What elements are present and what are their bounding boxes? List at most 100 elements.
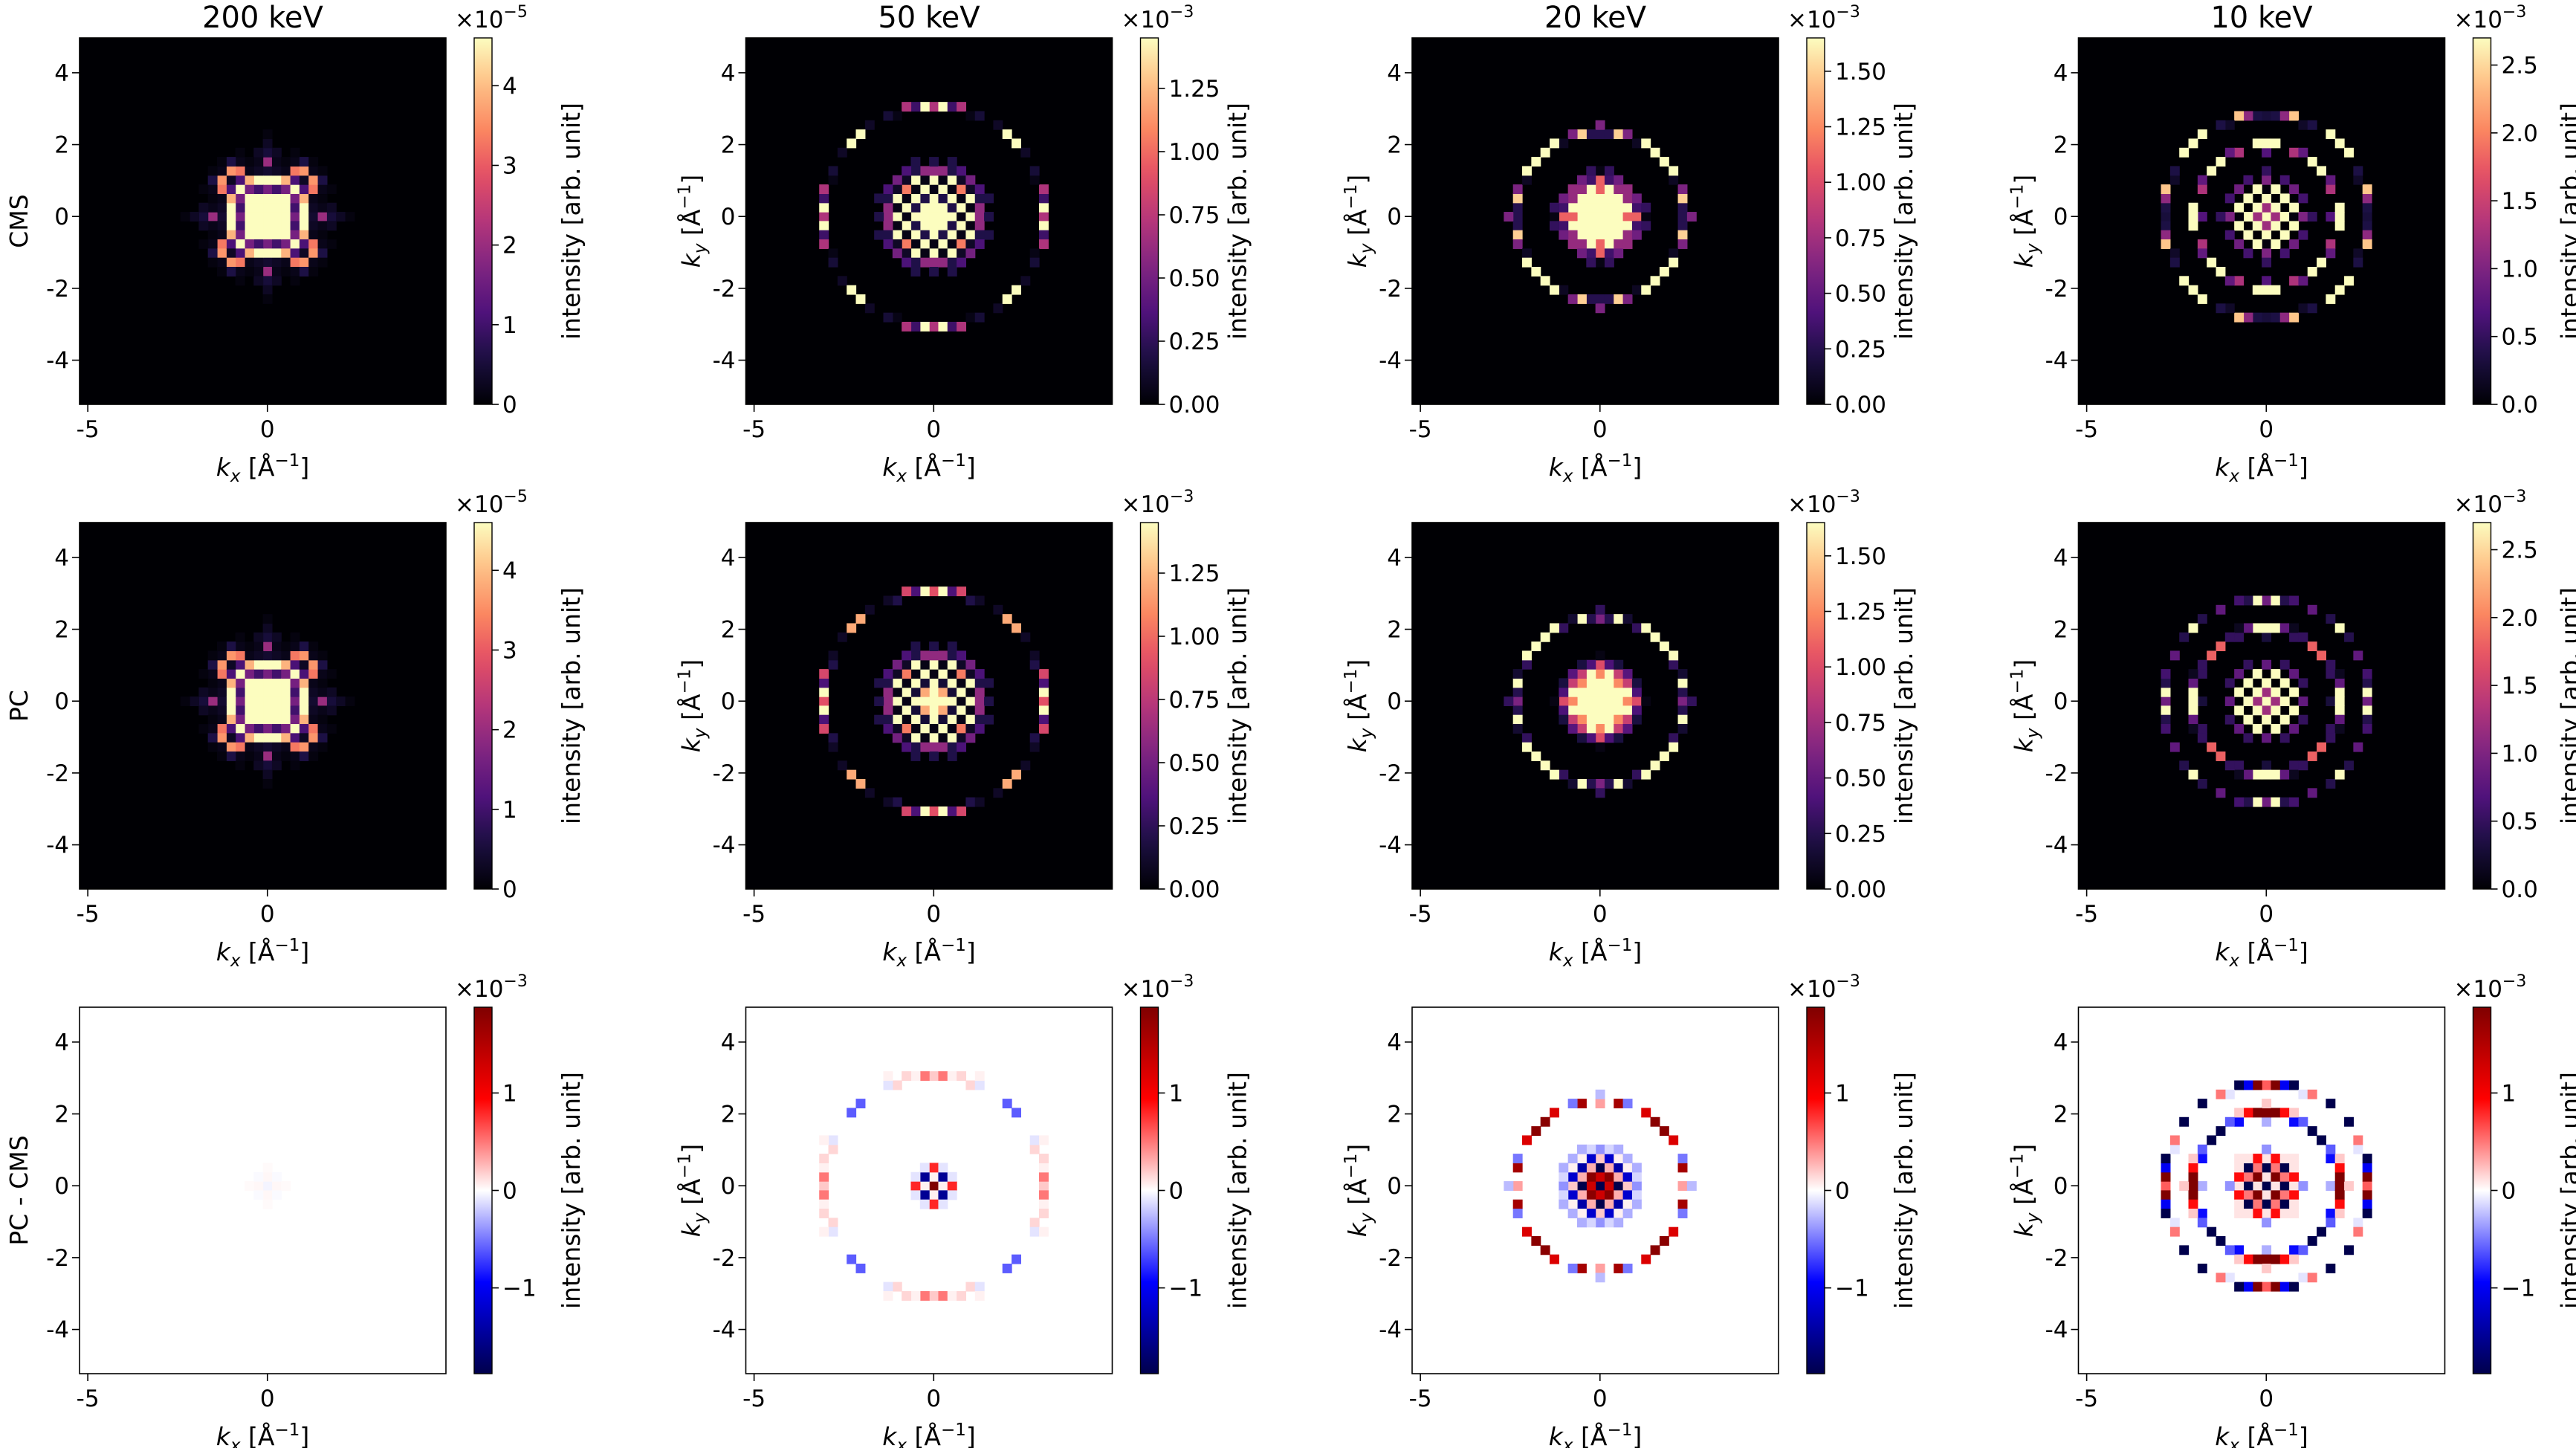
label-superscript: −1 — [274, 936, 300, 955]
heatmap-cell — [947, 678, 957, 688]
heatmap-cell — [217, 650, 227, 661]
heatmap-cell — [2279, 714, 2290, 725]
heatmap-cell — [947, 806, 957, 816]
heatmap-cell — [226, 659, 236, 670]
x-axis-label: kx [Å−1] — [882, 1420, 975, 1448]
heatmap-cell — [217, 230, 227, 240]
heatmap-cell — [1622, 184, 1633, 195]
heatmap-cell — [2252, 111, 2262, 121]
heatmap-cell — [2271, 1108, 2281, 1118]
colorbar-tick-label: 0.00 — [1835, 876, 1886, 903]
heatmap-cell — [1604, 1163, 1614, 1173]
label-close: ] — [966, 937, 976, 966]
heatmap-cell — [1559, 687, 1569, 697]
heatmap-cell — [1614, 705, 1624, 716]
heatmap-cell — [2271, 239, 2281, 249]
heatmap-cell — [2262, 595, 2272, 606]
colorbar — [1806, 37, 1825, 405]
heatmap-cell — [1522, 1135, 1532, 1145]
label-symbol: k — [677, 252, 706, 268]
y-tick-label: 0 — [1387, 688, 1402, 715]
heatmap-cell — [299, 659, 309, 670]
heatmap-cell — [947, 321, 957, 332]
heatmap-cell — [281, 650, 291, 661]
heatmap-cell — [974, 202, 985, 213]
heatmap-cell — [2252, 1171, 2262, 1182]
heatmap-cell — [892, 696, 902, 706]
heatmap-cell — [235, 239, 245, 249]
heatmap-cell — [819, 1209, 829, 1218]
heatmap-cell — [2197, 184, 2207, 195]
heatmap-cell — [1631, 696, 1642, 706]
heatmap-cell — [974, 1071, 985, 1082]
heatmap-cell — [902, 248, 912, 259]
heatmap-cell — [947, 714, 957, 725]
colorbar-tick-label: 1.00 — [1835, 654, 1886, 681]
y-axis-label: ky [Å−1] — [1342, 175, 1376, 268]
heatmap-cell — [965, 312, 976, 323]
label-subscript: x — [896, 1436, 907, 1448]
heatmap-cell — [1504, 696, 1514, 706]
plot-frame — [745, 1006, 1113, 1374]
heatmap-cell — [910, 696, 921, 706]
heatmap-cell — [2161, 184, 2171, 195]
heatmap-cell — [1039, 696, 1049, 706]
heatmap-cell — [262, 705, 273, 716]
heatmap-cell — [281, 669, 291, 679]
heatmap-cell — [2326, 1263, 2336, 1273]
heatmap-cell — [1512, 193, 1523, 204]
heatmap-cell — [938, 696, 948, 706]
heatmap-cell — [1039, 1190, 1049, 1200]
heatmap-cell — [317, 221, 328, 231]
heatmap-cell — [910, 678, 921, 688]
heatmap-cell — [308, 248, 319, 259]
heatmap-cell — [855, 129, 866, 140]
colorbar-tick-label: 1 — [502, 312, 517, 339]
heatmap-cell — [1595, 1099, 1605, 1109]
heatmap-cell — [1595, 1144, 1605, 1154]
heatmap-cell — [290, 760, 300, 771]
heatmap-cell — [262, 294, 273, 304]
heatmap-cell — [1631, 623, 1642, 633]
heatmap-cell — [271, 742, 282, 752]
heatmap-cell — [1039, 239, 1049, 249]
heatmap-cell — [317, 696, 328, 706]
multiplier-exponent: −3 — [1836, 488, 1860, 506]
heatmap-cell — [819, 1135, 829, 1145]
heatmap-cell — [198, 669, 209, 679]
heatmap-cell — [317, 248, 328, 259]
heatmap-cell — [902, 212, 912, 222]
heatmap-cell — [2161, 687, 2171, 697]
heatmap-cell — [938, 1163, 948, 1173]
heatmap-cell — [1029, 742, 1040, 752]
heatmap-cell — [1595, 248, 1605, 259]
heatmap-cell — [919, 678, 930, 688]
heatmap-cell — [281, 705, 291, 716]
heatmap-cell — [1604, 669, 1614, 679]
heatmap-cell — [217, 733, 227, 743]
colorbar-multiplier: ×10−3 — [1787, 488, 1860, 518]
heatmap-cell — [2188, 1163, 2198, 1173]
x-tick-label: 0 — [1593, 416, 1608, 443]
heatmap-cell — [819, 724, 829, 734]
heatmap-cell — [1586, 1199, 1596, 1209]
heatmap-cell — [244, 714, 254, 725]
heatmap-cell — [1567, 714, 1578, 725]
heatmap-cell — [910, 157, 921, 167]
colorbar-tick-label: 0.0 — [2502, 392, 2538, 418]
heatmap-cell — [317, 650, 328, 661]
heatmap-cell — [217, 212, 227, 222]
heatmap-cell — [2262, 184, 2272, 195]
heatmap-cell — [1567, 202, 1578, 213]
label-close: ] — [1632, 453, 1642, 482]
colorbar-multiplier: ×10−3 — [2454, 3, 2527, 33]
heatmap-cell — [2197, 1218, 2207, 1228]
heatmap-cell — [2262, 1080, 2272, 1090]
y-tick-label: 4 — [2054, 545, 2068, 572]
heatmap-cell — [1650, 1116, 1660, 1127]
heatmap-cell — [2243, 1080, 2253, 1090]
colorbar-tick-label: 2.5 — [2502, 53, 2538, 80]
heatmap-cell — [910, 650, 921, 661]
heatmap-cell — [1641, 285, 1651, 295]
y-tick-label: 0 — [54, 688, 69, 715]
